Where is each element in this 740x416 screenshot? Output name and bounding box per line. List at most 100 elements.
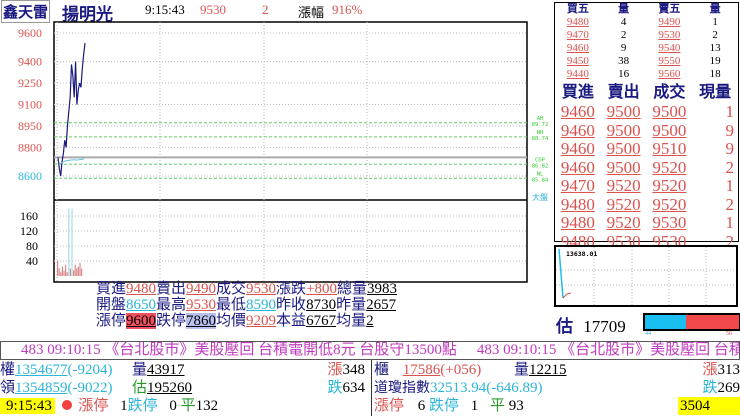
- otc-change: (+056): [440, 362, 482, 378]
- volume-tick-label: 40: [26, 254, 38, 268]
- lead-value: 1354859: [15, 380, 68, 396]
- cell: 9500: [606, 120, 641, 140]
- cell: 9500: [606, 102, 641, 121]
- cell: 9480: [560, 213, 595, 232]
- taiex-panel: 權1354677(-9204) 量43917 漲348 領1354859(-90…: [0, 361, 370, 416]
- volume-bar: [81, 268, 83, 276]
- table-row: 9460 9500 9510 9: [555, 139, 738, 159]
- info-value: +800: [306, 281, 338, 297]
- info-label: 開盤: [96, 297, 127, 313]
- limit-up-label: 漲停: [78, 398, 109, 414]
- otc-panel: 櫃 17586(+056) 量12215 漲313 道瓊指數32513.94(-…: [374, 361, 740, 416]
- info-label: 均價: [216, 313, 247, 329]
- info-label: 買進: [96, 281, 127, 297]
- volume-bar: [63, 270, 65, 276]
- taiex-label: 權: [0, 362, 16, 378]
- table-header: 買五 量 賣五 量: [555, 3, 738, 16]
- table-row: 9480 9520 9520 2: [555, 194, 738, 215]
- volume-bar: [73, 270, 75, 276]
- cell: 9460: [560, 139, 595, 158]
- cell: 9520: [652, 194, 687, 214]
- volume-bar: [58, 268, 60, 276]
- y-tick-label: 9100: [18, 98, 42, 112]
- level-value: 88.74: [532, 136, 549, 142]
- volume-bar: [69, 268, 71, 276]
- estimate-value: 17709: [583, 317, 626, 336]
- column-header: 現量: [699, 84, 732, 101]
- volume-bar: [71, 208, 73, 276]
- cell: 2: [725, 194, 735, 214]
- taiex-change: (-9204): [67, 362, 113, 378]
- limit-up-count: 6: [417, 398, 426, 414]
- level-label: CDP: [535, 157, 546, 163]
- cell: 9510: [652, 139, 687, 158]
- vol-label: 量: [514, 362, 530, 378]
- table-row: 9450 38 9550 19: [555, 55, 738, 68]
- flat-count: 93: [508, 398, 524, 414]
- table-row: 9480 9520 9530 1: [555, 213, 738, 233]
- down-count: 634: [342, 380, 366, 396]
- up-label: 漲: [327, 362, 343, 378]
- broker-logo: 鑫天雷: [1, 0, 51, 23]
- volume-bar: [61, 266, 63, 276]
- table-row: 9460 9500 9500 9: [555, 120, 738, 141]
- cell: 9520: [652, 157, 687, 177]
- info-line: 開盤8650最高9530最低8590昨收8730昨量2657: [96, 297, 397, 313]
- count-box: 3504: [678, 397, 740, 415]
- volume-bar: [66, 272, 68, 276]
- cell: 1: [725, 102, 735, 121]
- info-label: 本益: [276, 313, 307, 329]
- table-row: 9470 2 9530 2: [555, 29, 738, 42]
- dow-label: 道瓊指數: [374, 381, 430, 396]
- cell: 9520: [606, 213, 641, 232]
- cell: 9: [725, 120, 735, 140]
- cell: 9490: [658, 16, 681, 28]
- quote-time: 9:15:43: [145, 2, 185, 17]
- info-value: 9480: [126, 281, 157, 297]
- down-label: 跌: [327, 380, 343, 396]
- info-value: 2: [366, 313, 374, 329]
- volume-bar: [76, 268, 78, 276]
- est-label: 估: [132, 380, 148, 396]
- market-link[interactable]: 大盤: [532, 192, 548, 202]
- mini-frame: [554, 245, 738, 307]
- otc-label: 櫃: [374, 362, 390, 378]
- info-line: 漲停9600跌停7860均價9209本益6767均量2: [96, 313, 397, 329]
- cell: 9550: [658, 55, 681, 67]
- table-row: 9460 9500 9520 2: [555, 157, 738, 178]
- estimate-row: 估 17709: [556, 312, 626, 337]
- cell: 9480: [566, 16, 589, 28]
- info-label: 最低: [216, 297, 247, 313]
- lead-change: (-9022): [67, 380, 113, 396]
- info-value: 7860: [186, 313, 217, 329]
- up-label: 漲: [702, 362, 718, 378]
- cell: 2: [725, 231, 735, 251]
- cell: 9500: [652, 102, 687, 121]
- volume-bar: [74, 264, 76, 276]
- volume-tick-label: 120: [20, 224, 38, 238]
- estimate-label: 估: [556, 317, 573, 336]
- quote-info: 買進9480賣出9490成交9530漲跌+800總量3983 開盤8650最高95…: [96, 281, 397, 329]
- index-line-recent: [562, 292, 572, 299]
- limit-down-count: 0: [169, 398, 177, 414]
- column-header: 量: [618, 3, 630, 15]
- table-row: 9440 16 9560 18: [555, 68, 738, 81]
- price-line: [57, 42, 86, 177]
- news-ticker[interactable]: 483 09:10:15 《台北股市》美股壓回 台積電開低8元 台股守13500…: [0, 341, 740, 360]
- info-value: 2657: [366, 297, 397, 313]
- volume-tick-label: 80: [26, 239, 38, 253]
- flat-count: 132: [195, 398, 219, 414]
- cell: 9530: [652, 213, 687, 232]
- limit-down-label: 跌停: [429, 398, 460, 414]
- cell: 9480: [560, 194, 595, 214]
- info-label: 賣出: [156, 281, 187, 297]
- info-value: 9209: [246, 313, 277, 329]
- level-value: 89.72: [532, 122, 549, 128]
- cell: 9530: [658, 29, 681, 41]
- cell: 9460: [560, 102, 595, 121]
- est-volume: 195260: [147, 380, 193, 396]
- info-value: 8650: [126, 297, 157, 313]
- cell: 9520: [652, 176, 687, 195]
- volume-bar: [65, 264, 67, 276]
